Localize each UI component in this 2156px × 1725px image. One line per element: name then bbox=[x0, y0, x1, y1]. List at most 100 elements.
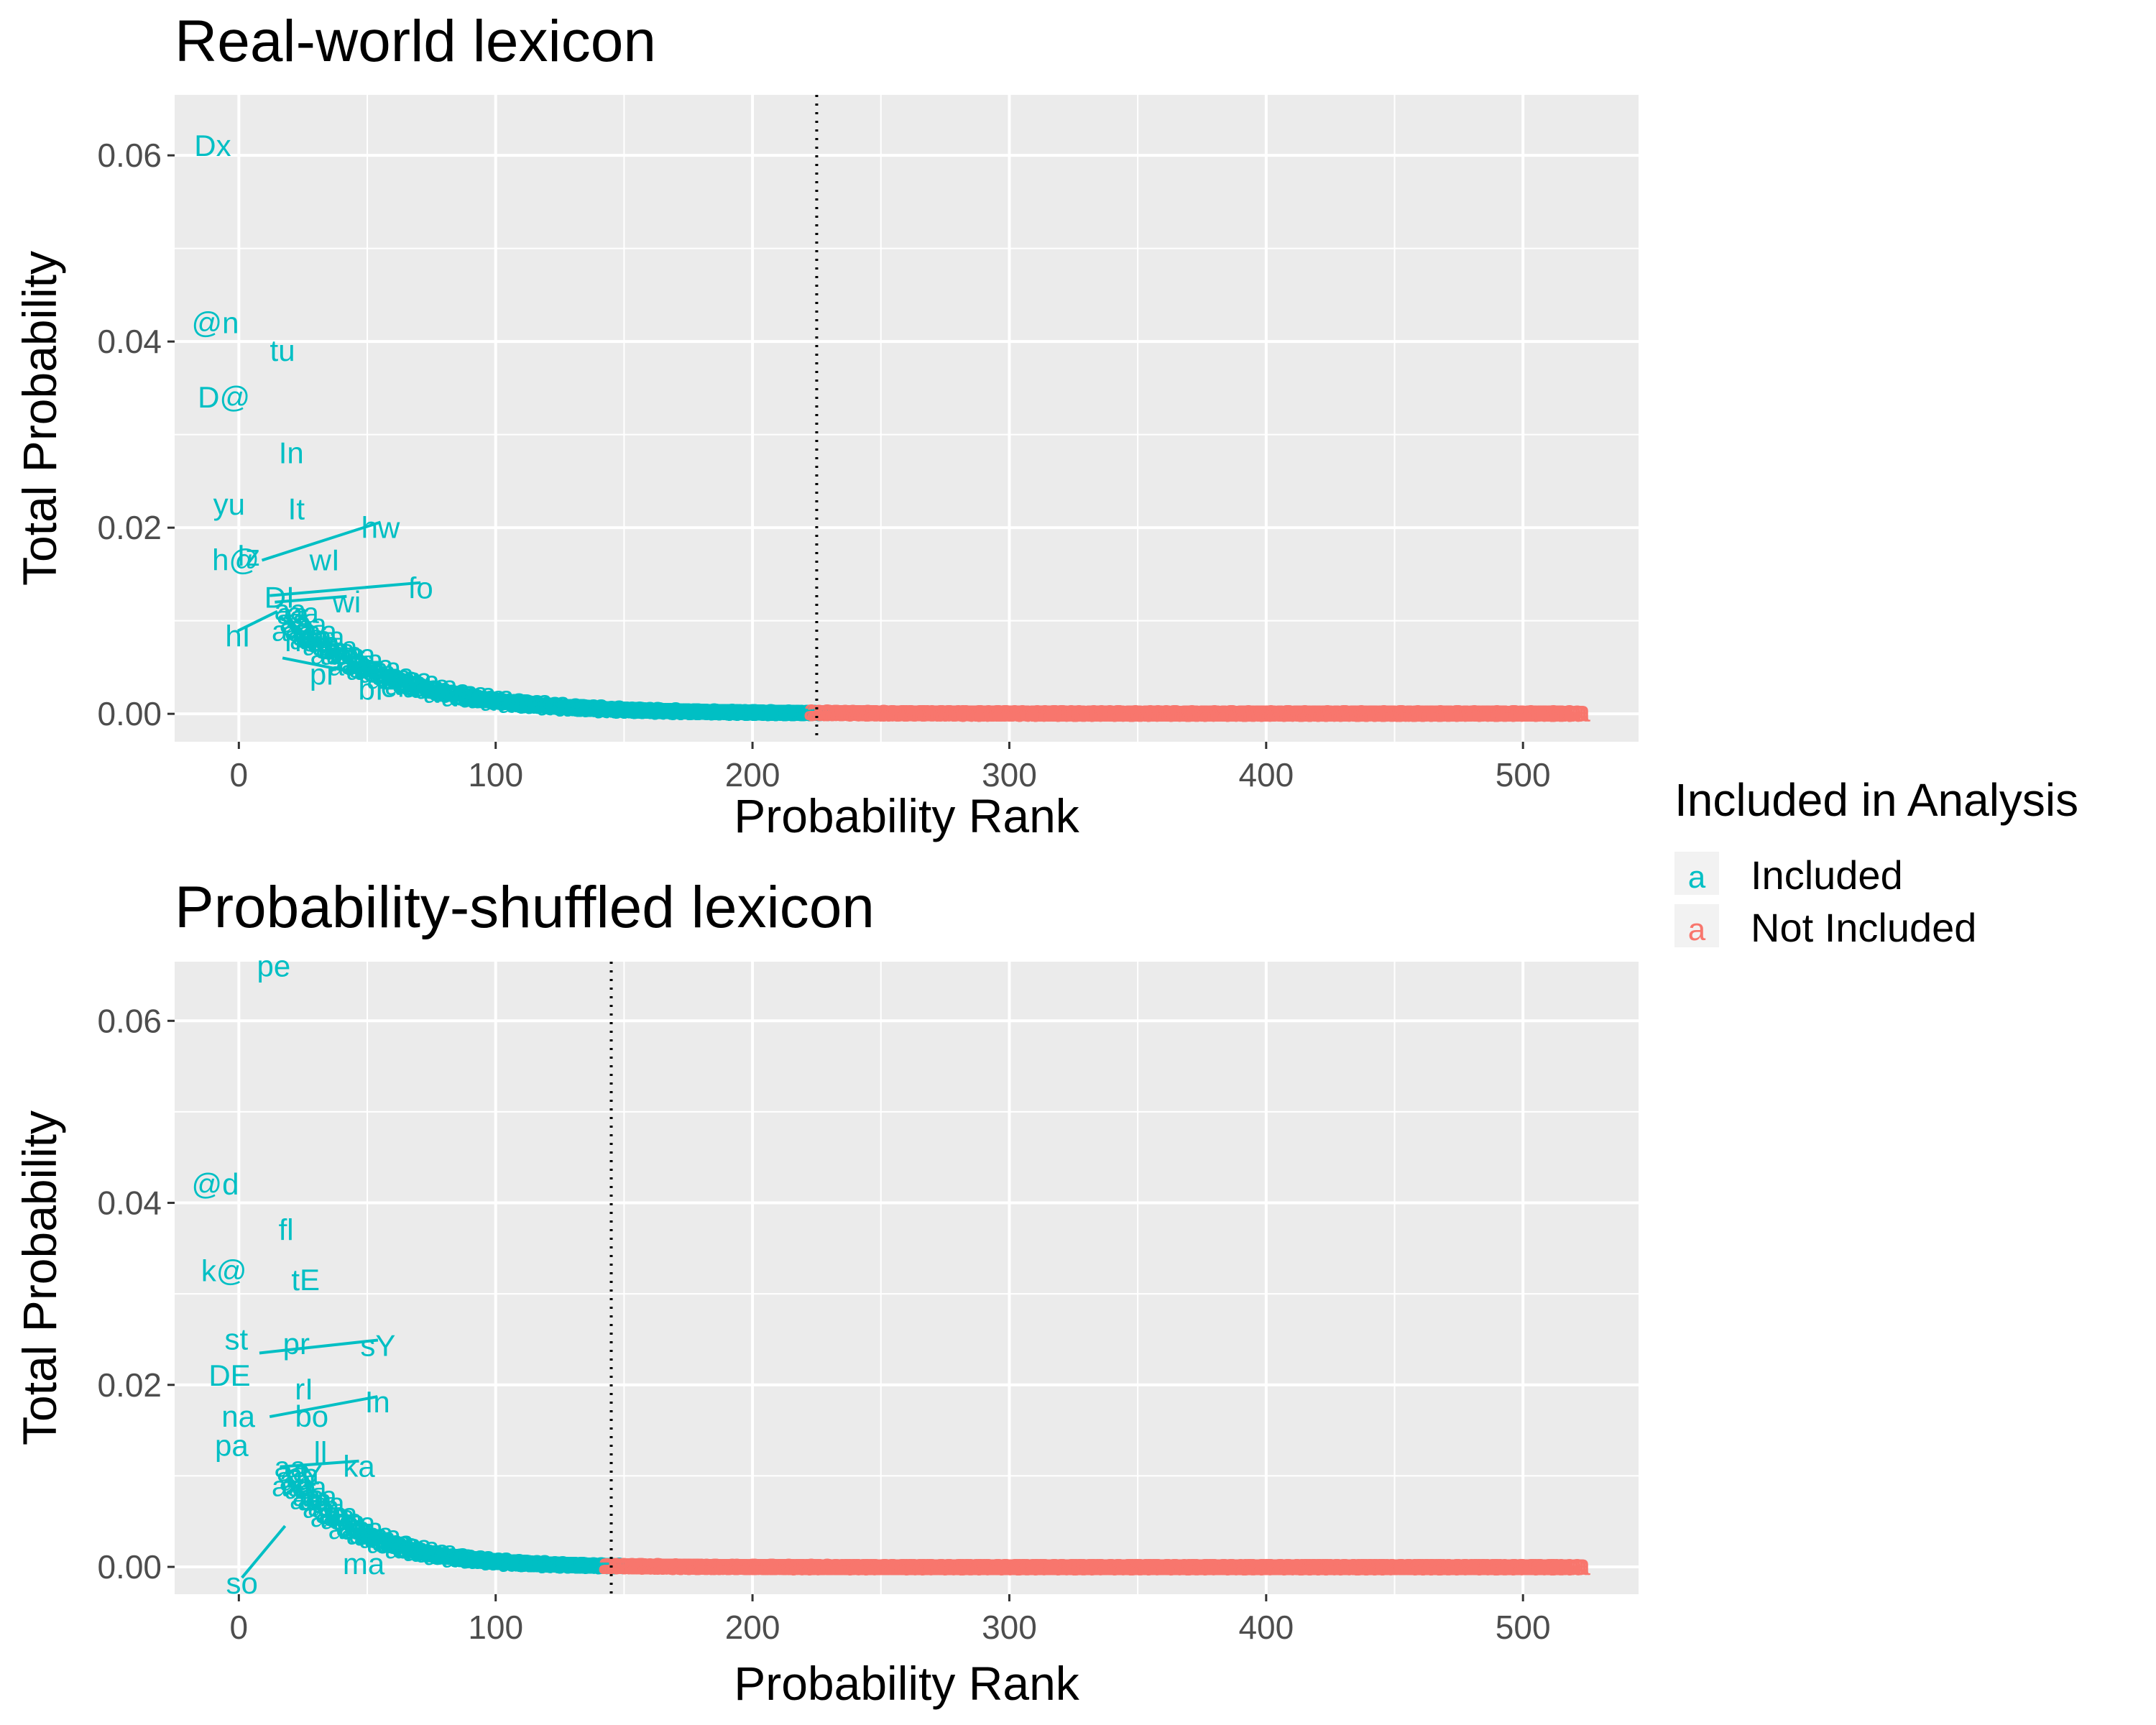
data-point: aa bbox=[806, 696, 838, 727]
data-point: aa bbox=[913, 1550, 946, 1581]
data-point: aa bbox=[1440, 696, 1473, 727]
data-point: aa bbox=[1088, 1550, 1120, 1581]
data-point: aa bbox=[1171, 696, 1203, 727]
point-label: k@ bbox=[201, 1254, 247, 1288]
data-point: aa bbox=[1065, 696, 1097, 727]
data-point: aa bbox=[1207, 696, 1239, 727]
data-point: aa bbox=[1399, 1550, 1432, 1581]
data-point: aa bbox=[791, 1550, 823, 1581]
data-point: aa bbox=[1155, 696, 1187, 727]
bulk-points: aaaaaaaaaaaaaaaaaaaaaaaaaaaaaaaaaaaaaaaa… bbox=[272, 1452, 1591, 1582]
data-point: aa bbox=[952, 696, 985, 727]
data-point: aa bbox=[698, 1549, 730, 1581]
data-point: aa bbox=[567, 691, 599, 722]
data-point: aa bbox=[709, 1549, 741, 1581]
data-point: aa bbox=[415, 1537, 448, 1568]
data-point: aa bbox=[1096, 1550, 1128, 1581]
data-point: aa bbox=[1094, 1549, 1126, 1581]
data-point: aa bbox=[562, 691, 594, 723]
data-point: aa bbox=[854, 696, 887, 727]
data-point: aa bbox=[528, 1547, 561, 1578]
data-point: aa bbox=[1233, 1550, 1265, 1581]
data-point: aa bbox=[1314, 1550, 1347, 1581]
data-point: aa bbox=[814, 1550, 846, 1581]
data-point: aa bbox=[778, 695, 810, 727]
data-point: aa bbox=[908, 696, 941, 727]
data-point: aa bbox=[739, 1549, 771, 1581]
data-point: aa bbox=[662, 694, 694, 725]
data-point: aa bbox=[1104, 1550, 1136, 1581]
data-point: aa bbox=[1124, 696, 1156, 727]
data-point: aa bbox=[1271, 1550, 1303, 1581]
data-point: aa bbox=[603, 692, 635, 724]
data-point: aa bbox=[1204, 1550, 1236, 1581]
data-point: aa bbox=[598, 692, 630, 724]
data-point: aa bbox=[829, 695, 861, 727]
data-point: aa bbox=[1412, 696, 1445, 727]
data-point: aa bbox=[865, 696, 898, 727]
data-point: aa bbox=[1471, 696, 1503, 727]
point-label: tu bbox=[270, 334, 295, 367]
data-point: aa bbox=[420, 673, 453, 704]
legend-key-bg-not-included bbox=[1674, 904, 1719, 947]
data-point: aa bbox=[1479, 1550, 1511, 1581]
data-point: aa bbox=[303, 1492, 335, 1524]
data-point: aa bbox=[564, 1547, 596, 1579]
data-point: aa bbox=[716, 694, 748, 726]
data-point: aa bbox=[770, 696, 802, 727]
data-point: aa bbox=[402, 672, 435, 704]
data-point: aa bbox=[456, 1540, 489, 1572]
data-point: aa bbox=[885, 1549, 918, 1581]
data-point: aa bbox=[505, 687, 538, 719]
data-point: aa bbox=[1543, 1550, 1575, 1581]
data-point: aa bbox=[1558, 696, 1590, 727]
y-tick-label: 0.04 bbox=[97, 323, 162, 360]
data-point: aa bbox=[714, 1550, 746, 1581]
data-point: aa bbox=[1540, 696, 1572, 727]
data-point: aa bbox=[1055, 696, 1087, 727]
data-point: aa bbox=[788, 1550, 820, 1581]
data-point: aa bbox=[372, 660, 404, 691]
data-point: aa bbox=[464, 1541, 497, 1573]
data-point: aa bbox=[333, 1506, 366, 1537]
data-point: aa bbox=[1207, 1549, 1239, 1581]
data-point: aa bbox=[701, 694, 733, 726]
data-point: aa bbox=[1027, 696, 1059, 727]
data-point: aa bbox=[1024, 1550, 1056, 1581]
data-point: aa bbox=[300, 622, 332, 653]
data-point: aa bbox=[1450, 696, 1483, 727]
data-point: aa bbox=[577, 690, 609, 722]
data-point: aa bbox=[1481, 1550, 1514, 1581]
data-point: aa bbox=[1158, 696, 1190, 727]
data-point: aa bbox=[1473, 696, 1506, 728]
data-point: aa bbox=[557, 689, 589, 721]
data-point: aa bbox=[760, 1550, 792, 1581]
data-point: aa bbox=[1342, 1550, 1375, 1581]
data-point: aa bbox=[829, 1549, 861, 1581]
data-point: aa bbox=[479, 1545, 512, 1577]
data-point: aa bbox=[554, 1548, 586, 1580]
data-point: aa bbox=[719, 1550, 751, 1581]
panel-real-world: 0 100 200 300 400 5000.000.020.040.06aaaaaaaa… bbox=[13, 9, 1639, 842]
data-point: aa bbox=[780, 1550, 813, 1581]
data-point: aa bbox=[549, 689, 581, 721]
data-point: aa bbox=[678, 1549, 710, 1581]
data-point: aa bbox=[1215, 1550, 1247, 1581]
data-point: aa bbox=[621, 692, 653, 724]
data-point: aa bbox=[647, 1549, 679, 1581]
data-point: aa bbox=[1209, 1550, 1241, 1581]
data-point: aa bbox=[449, 1542, 482, 1573]
data-point: aa bbox=[880, 696, 913, 727]
data-point: aa bbox=[1199, 696, 1231, 727]
data-point: aa bbox=[960, 696, 992, 727]
y-axis-label: Total Probability bbox=[13, 1110, 66, 1445]
data-point: aa bbox=[1137, 1550, 1169, 1581]
data-point: aa bbox=[1003, 1550, 1036, 1581]
data-point: aa bbox=[808, 696, 841, 727]
data-point: aa bbox=[1302, 696, 1334, 727]
data-point: aa bbox=[1312, 696, 1344, 727]
data-point: aa bbox=[280, 607, 312, 639]
y-tick-label: 0.04 bbox=[97, 1184, 162, 1222]
data-point: aa bbox=[1437, 1550, 1470, 1581]
